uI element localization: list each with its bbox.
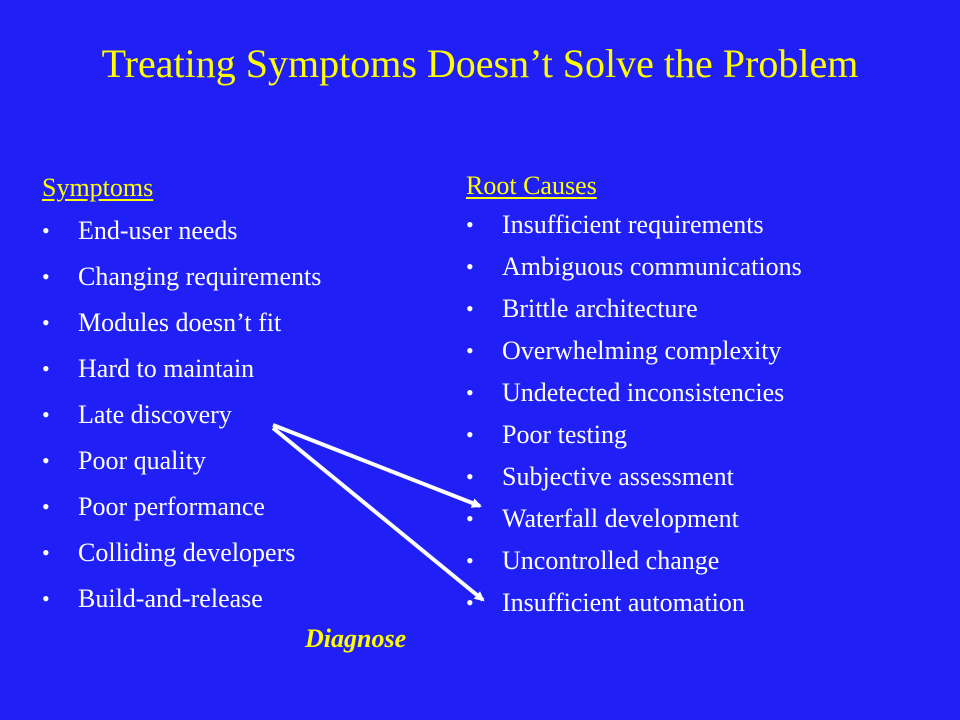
bullet-icon: •: [466, 338, 474, 363]
bullet-icon: •: [466, 422, 474, 447]
symptom-item: • Late discovery: [42, 392, 442, 438]
root-cause-text: Undetected inconsistencies: [502, 378, 785, 407]
symptom-item: • Build-and-release: [42, 576, 442, 622]
bullet-icon: •: [42, 310, 50, 335]
symptom-text: Changing requirements: [78, 262, 322, 291]
root-cause-text: Ambiguous communications: [502, 252, 802, 281]
bullet-icon: •: [42, 586, 50, 611]
root-cause-text: Uncontrolled change: [502, 546, 720, 575]
root-cause-text: Overwhelming complexity: [502, 336, 782, 365]
bullet-icon: •: [466, 254, 474, 279]
root-cause-item: • Ambiguous communications: [466, 246, 936, 288]
symptom-item: • Changing requirements: [42, 254, 442, 300]
symptom-text: Modules doesn’t fit: [78, 308, 282, 337]
bullet-icon: •: [42, 540, 50, 565]
root-cause-item: • Waterfall development: [466, 498, 936, 540]
symptom-item: • Colliding developers: [42, 530, 442, 576]
root-cause-text: Poor testing: [502, 420, 627, 449]
bullet-icon: •: [42, 218, 50, 243]
symptom-item: • Poor performance: [42, 484, 442, 530]
bullet-icon: •: [466, 212, 474, 237]
symptoms-column: Symptoms • End-user needs • Changing requi…: [42, 170, 442, 622]
symptom-text: Late discovery: [78, 400, 232, 429]
symptom-text: Poor quality: [78, 446, 206, 475]
symptom-text: Colliding developers: [78, 538, 296, 567]
root-cause-item: • Subjective assessment: [466, 456, 936, 498]
symptoms-heading: Symptoms: [42, 173, 154, 202]
root-causes-list: • Insufficient requirements • Ambiguous co…: [466, 204, 936, 624]
symptoms-list: • End-user needs • Changing requirements •…: [42, 208, 442, 622]
slide-title: Treating Symptoms Doesn’t Solve the Prob…: [101, 41, 859, 86]
root-cause-text: Insufficient automation: [502, 588, 745, 617]
root-cause-text: Subjective assessment: [502, 462, 734, 491]
root-cause-text: Brittle architecture: [502, 294, 698, 323]
symptom-text: Hard to maintain: [78, 354, 255, 383]
bullet-icon: •: [466, 464, 474, 489]
bullet-icon: •: [42, 494, 50, 519]
root-cause-item: • Brittle architecture: [466, 288, 936, 330]
bullet-icon: •: [466, 506, 474, 531]
root-cause-item: • Uncontrolled change: [466, 540, 936, 582]
root-cause-text: Insufficient requirements: [502, 210, 764, 239]
bullet-icon: •: [466, 590, 474, 615]
root-cause-item: • Insufficient requirements: [466, 204, 936, 246]
symptom-item: • End-user needs: [42, 208, 442, 254]
bullet-icon: •: [42, 448, 50, 473]
bullet-icon: •: [42, 402, 50, 427]
symptom-item: • Hard to maintain: [42, 346, 442, 392]
root-cause-text: Waterfall development: [502, 504, 739, 533]
bullet-icon: •: [466, 548, 474, 573]
symptom-text: Build-and-release: [78, 584, 263, 613]
bullet-icon: •: [466, 296, 474, 321]
diagnose-label: Diagnose: [305, 624, 407, 653]
root-causes-column: Root Causes • Insufficient requirements •…: [466, 168, 936, 624]
symptom-text: End-user needs: [78, 216, 238, 245]
bullet-icon: •: [466, 380, 474, 405]
root-cause-item: • Poor testing: [466, 414, 936, 456]
root-cause-item: • Undetected inconsistencies: [466, 372, 936, 414]
symptom-text: Poor performance: [78, 492, 265, 521]
symptom-item: • Poor quality: [42, 438, 442, 484]
root-cause-item: • Insufficient automation: [466, 582, 936, 624]
symptom-item: • Modules doesn’t fit: [42, 300, 442, 346]
root-causes-heading: Root Causes: [466, 171, 597, 200]
bullet-icon: •: [42, 264, 50, 289]
bullet-icon: •: [42, 356, 50, 381]
root-cause-item: • Overwhelming complexity: [466, 330, 936, 372]
